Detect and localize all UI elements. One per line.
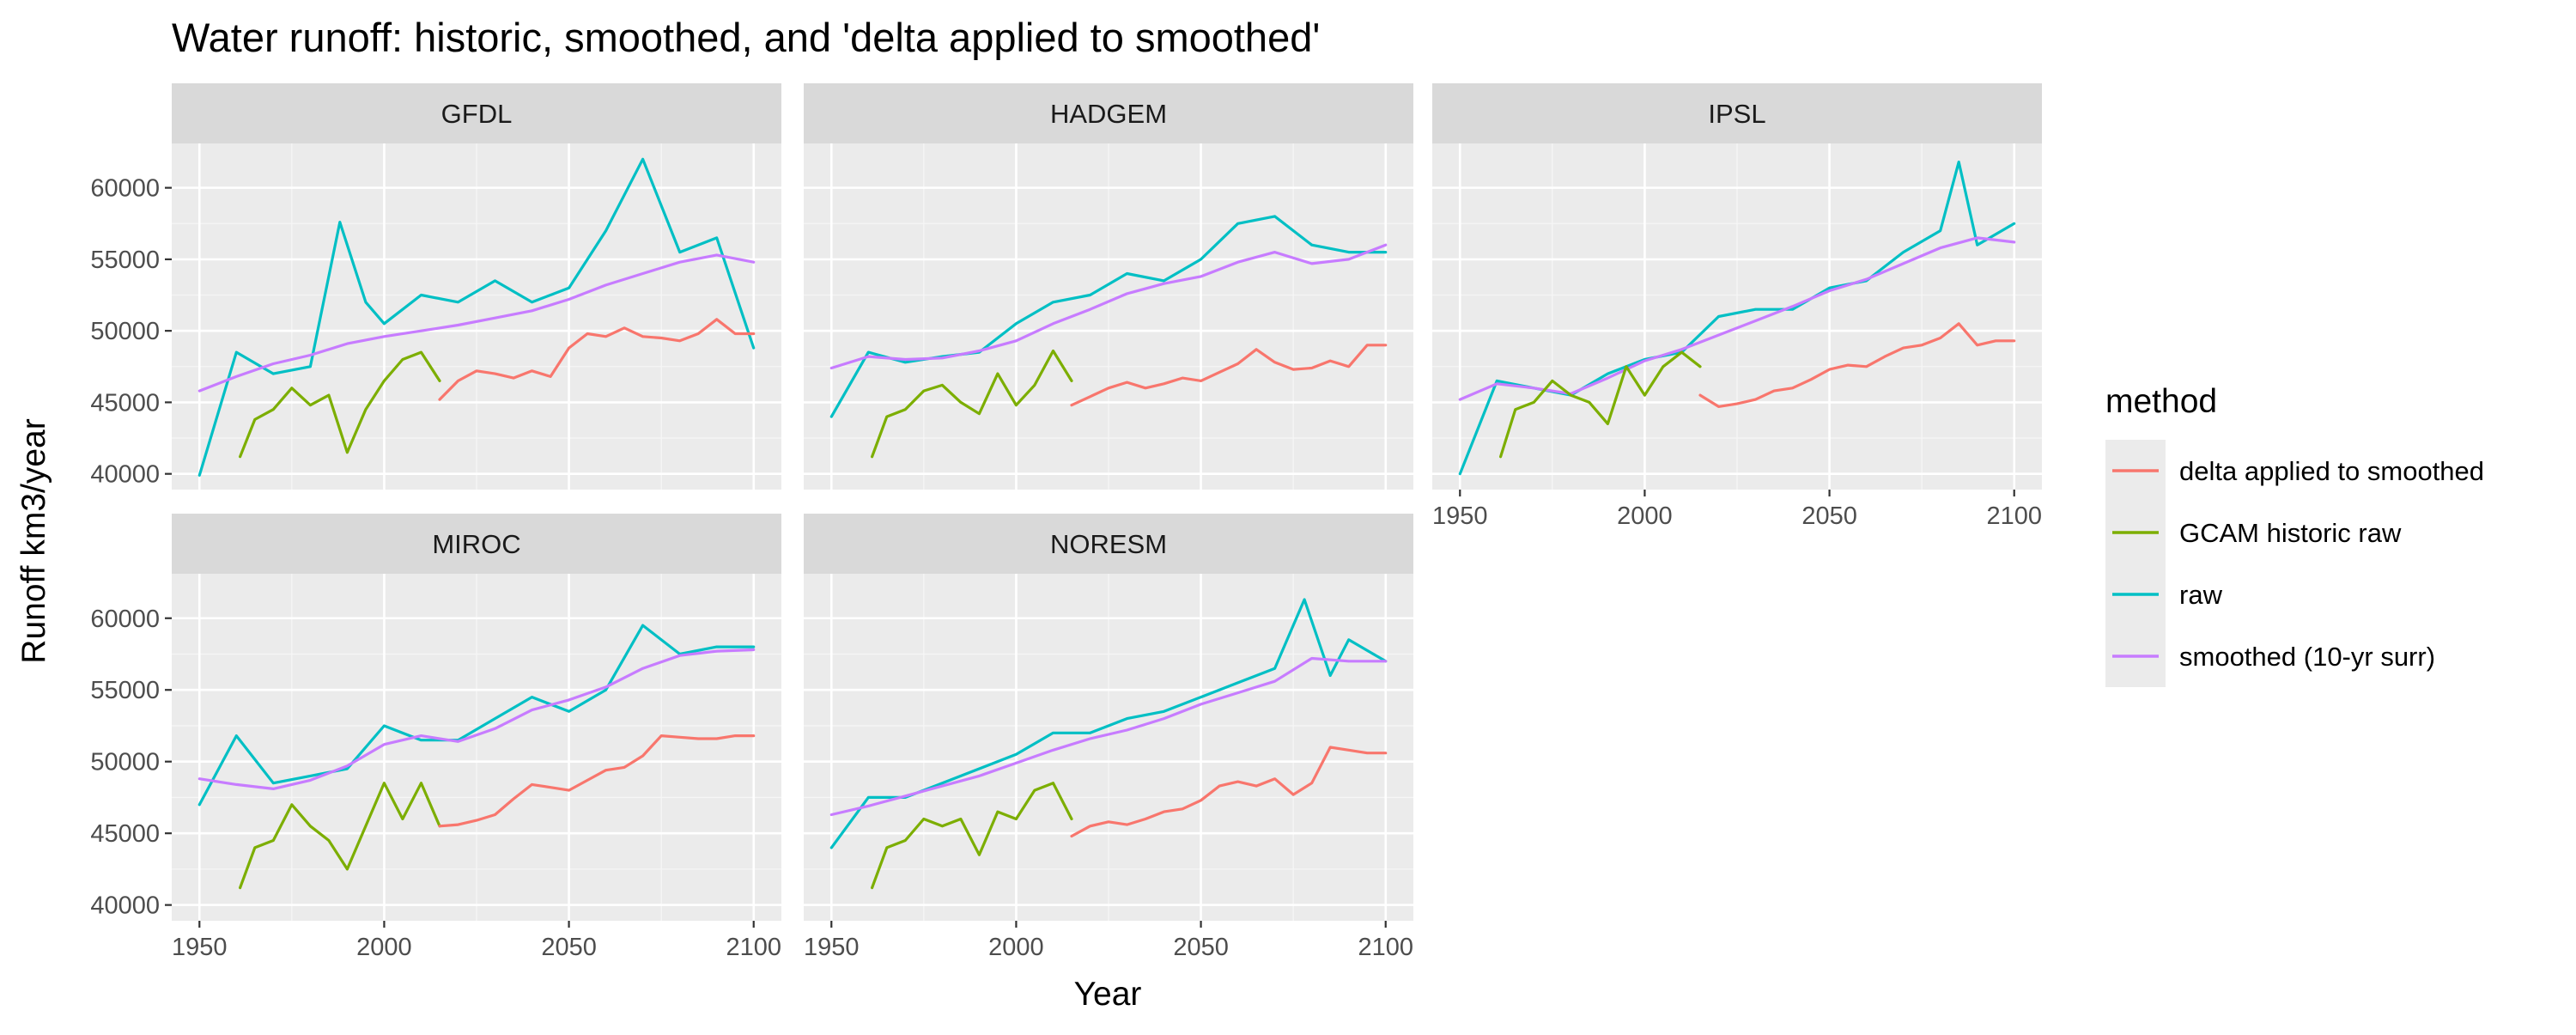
y-tick-label: 45000 xyxy=(90,820,160,848)
x-tick-label: 2100 xyxy=(1358,934,1413,961)
series-line-raw xyxy=(829,598,1388,849)
y-tick-label: 40000 xyxy=(90,461,160,489)
series-line-delta-applied-to-smoothed xyxy=(1070,746,1388,838)
y-tick-label: 50000 xyxy=(90,318,160,345)
chart-title: Water runoff: historic, smoothed, and 'd… xyxy=(172,15,1320,60)
series-line-smoothed-10-yr-surr xyxy=(829,243,1388,370)
x-tick-label: 2000 xyxy=(356,934,412,961)
facet-hadgem: HADGEM xyxy=(804,83,1413,490)
legend-item: raw xyxy=(2105,563,2223,625)
series-line-delta-applied-to-smoothed xyxy=(438,318,756,401)
series-line-delta-applied-to-smoothed xyxy=(1070,344,1388,407)
y-tick-label: 60000 xyxy=(90,606,160,633)
series-line-gcam-historic-raw xyxy=(1498,350,1702,459)
facet-noresm: NORESM 1950 2000 2050 2100 xyxy=(804,514,1413,961)
y-tick-label: 55000 xyxy=(90,247,160,274)
facet-strip-label: IPSL xyxy=(1708,99,1765,129)
series-line-gcam-historic-raw xyxy=(239,782,441,890)
facet-strip-label: HADGEM xyxy=(1050,99,1167,129)
x-tick-label: 2100 xyxy=(726,934,781,961)
facet-strip-label: MIROC xyxy=(432,529,520,559)
series-line-gcam-historic-raw xyxy=(870,782,1073,890)
legend-item: GCAM historic raw xyxy=(2105,502,2402,563)
series-line-gcam-historic-raw xyxy=(870,349,1073,459)
x-tick-label: 2050 xyxy=(1801,502,1857,530)
facet-gfdl: GFDL 40000 45000 50000 55000 60000 xyxy=(90,83,781,490)
facet-panels: GFDL 40000 45000 50000 55000 60000 HADGEM IPSL 1… xyxy=(90,83,2042,961)
legend-items: delta applied to smoothed GCAM historic r… xyxy=(2105,440,2484,687)
series-line-delta-applied-to-smoothed xyxy=(1698,322,2016,408)
facet-ipsl: IPSL 1950 2000 2050 2100 xyxy=(1432,83,2042,530)
legend-label: GCAM historic raw xyxy=(2179,518,2402,548)
series-line-smoothed-10-yr-surr xyxy=(197,648,756,791)
x-tick-label: 1950 xyxy=(1432,502,1488,530)
legend-item: smoothed (10-yr surr) xyxy=(2105,625,2435,687)
x-tick-label: 2050 xyxy=(541,934,597,961)
legend-title: method xyxy=(2105,383,2217,420)
legend-label: smoothed (10-yr surr) xyxy=(2179,642,2435,672)
series-line-smoothed-10-yr-surr xyxy=(1458,236,2016,401)
y-axis-title: Runoff km3/year xyxy=(15,418,52,663)
series-line-smoothed-10-yr-surr xyxy=(197,253,756,393)
x-tick-label: 2050 xyxy=(1173,934,1229,961)
x-axis-title: Year xyxy=(1074,976,1142,1013)
y-tick-label: 60000 xyxy=(90,175,160,203)
x-tick-label: 2100 xyxy=(1986,502,2042,530)
legend-item: delta applied to smoothed xyxy=(2105,440,2484,502)
series-line-gcam-historic-raw xyxy=(239,350,441,459)
legend: method delta applied to smoothed GCAM his… xyxy=(2105,383,2484,687)
facet-strip xyxy=(1432,83,2042,143)
x-tick-label: 2000 xyxy=(1617,502,1673,530)
facet-strip xyxy=(804,514,1413,574)
facet-strip-label: GFDL xyxy=(441,99,513,129)
series-line-raw xyxy=(197,157,756,477)
series-line-raw xyxy=(197,624,756,807)
x-tick-label: 2000 xyxy=(988,934,1044,961)
facet-strip xyxy=(172,514,781,574)
facet-miroc: MIROC 40000 45000 50000 55000 60000 1950 2000 20… xyxy=(90,514,781,961)
x-tick-label: 1950 xyxy=(804,934,860,961)
series-line-delta-applied-to-smoothed xyxy=(438,734,756,828)
y-tick-label: 50000 xyxy=(90,749,160,776)
legend-label: raw xyxy=(2179,580,2223,610)
legend-label: delta applied to smoothed xyxy=(2179,456,2484,486)
y-tick-label: 55000 xyxy=(90,677,160,704)
facet-strip xyxy=(804,83,1413,143)
y-tick-label: 40000 xyxy=(90,892,160,920)
y-tick-label: 45000 xyxy=(90,389,160,417)
x-tick-label: 1950 xyxy=(172,934,228,961)
facet-strip xyxy=(172,83,781,143)
facet-strip-label: NORESM xyxy=(1050,529,1167,559)
series-line-smoothed-10-yr-surr xyxy=(829,656,1388,817)
